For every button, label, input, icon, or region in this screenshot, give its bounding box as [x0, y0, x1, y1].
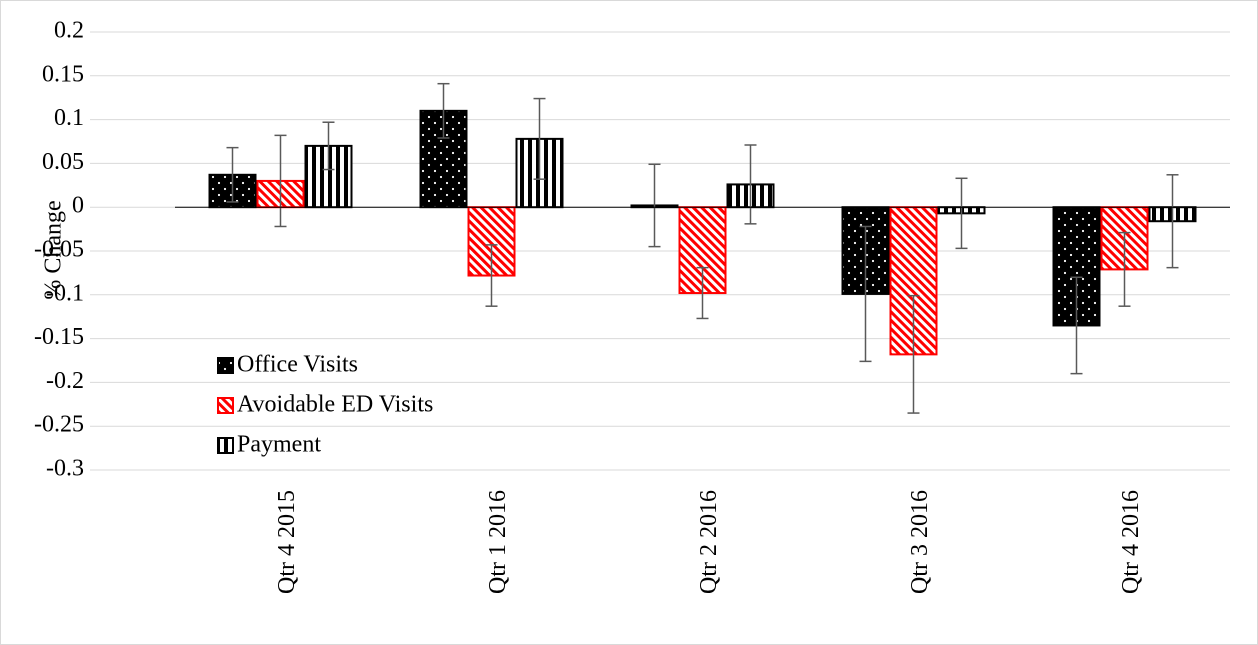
y-tick-label: -0.25	[34, 412, 84, 438]
x-tick-label: Qtr 3 2016	[907, 490, 933, 594]
bar	[304, 144, 353, 209]
y-tick-label: 0.15	[42, 61, 84, 87]
error-bar	[696, 266, 709, 320]
error-bar	[437, 82, 450, 139]
x-tick-label: Qtr 2 2016	[696, 490, 722, 594]
y-tick-label: -0.1	[46, 280, 84, 306]
y-tick-label: -0.3	[46, 456, 84, 482]
error-bar	[1070, 276, 1083, 375]
x-tick-label: Qtr 1 2016	[485, 490, 511, 594]
y-tick-label: 0.2	[54, 18, 84, 44]
error-bar	[955, 177, 968, 250]
error-bar	[1166, 174, 1179, 269]
legend-label: Payment	[237, 432, 321, 458]
y-tick-label: 0	[72, 193, 84, 219]
legend-label: Office Visits	[237, 352, 358, 378]
y-tick-label: 0.1	[54, 105, 84, 131]
legend-swatch	[217, 357, 234, 374]
error-bar	[485, 244, 498, 307]
legend-label: Avoidable ED Visits	[237, 392, 433, 418]
y-tick-label: -0.15	[34, 324, 84, 350]
error-bar	[226, 146, 239, 203]
y-axis-label: % Change	[41, 200, 67, 299]
y-tick-label: -0.2	[46, 368, 84, 394]
error-bar	[1118, 231, 1131, 307]
error-bar	[322, 121, 335, 171]
legend-swatch	[217, 437, 234, 454]
error-bar	[274, 134, 287, 228]
error-bar	[744, 144, 757, 225]
error-bar	[859, 225, 872, 363]
error-bar	[907, 294, 920, 414]
x-tick-label: Qtr 4 2016	[1118, 490, 1144, 594]
legend-swatch	[217, 397, 234, 414]
y-tick-label: -0.05	[34, 237, 84, 263]
x-tick-label: Qtr 4 2015	[274, 490, 300, 594]
y-tick-label: 0.05	[42, 149, 84, 175]
error-bar	[648, 163, 661, 248]
error-bar	[533, 97, 546, 180]
